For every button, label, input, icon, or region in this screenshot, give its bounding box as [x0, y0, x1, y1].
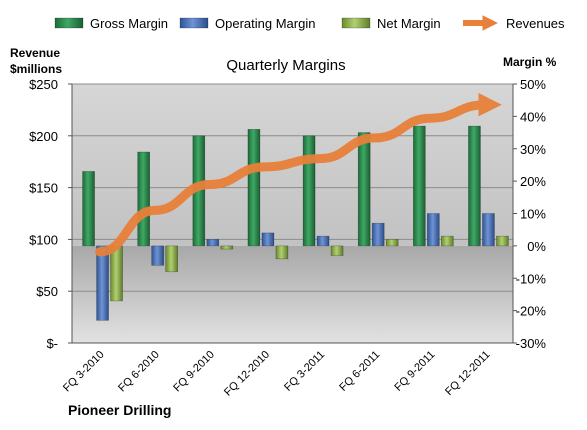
bar-operating-margin: [261, 232, 275, 247]
right-tick-label: -30%: [516, 336, 547, 351]
category-label: FQ 12-2011: [443, 349, 492, 398]
right-tick-label: 30%: [520, 142, 546, 157]
legend-operating-margin-label: Operating Margin: [215, 16, 315, 31]
bar-operating-margin: [371, 222, 385, 247]
left-axis-title-line2: $millions: [10, 62, 62, 76]
bar-net-margin: [165, 245, 178, 273]
bar-net-margin: [496, 235, 509, 247]
bar-gross-margin: [413, 125, 426, 247]
category-label: FQ 9-2010: [171, 349, 217, 395]
right-tick-label: 20%: [520, 174, 546, 189]
bar-gross-margin: [82, 171, 95, 247]
bar-net-margin: [385, 239, 399, 247]
bar-operating-margin: [316, 235, 330, 247]
bar-operating-margin: [96, 245, 109, 321]
category-label: FQ 6-2010: [116, 349, 162, 395]
revenues-line: [95, 93, 502, 257]
bar-net-margin: [110, 245, 123, 302]
bar-gross-margin: [247, 129, 261, 247]
left-tick-label: $100: [29, 232, 58, 247]
bar-operating-margin: [151, 245, 164, 266]
left-tick-label: $150: [29, 181, 58, 196]
right-tick-label: 10%: [520, 207, 546, 222]
category-label: FQ 6-2011: [337, 349, 382, 394]
bar-gross-margin: [137, 151, 150, 247]
left-tick-label: $250: [29, 77, 58, 92]
right-tick-label: 40%: [520, 109, 546, 124]
bar-net-margin: [275, 245, 289, 260]
right-tick-label: -20%: [516, 304, 547, 319]
category-label: FQ 3-2010: [61, 349, 107, 395]
bar-operating-margin: [427, 213, 440, 247]
chart-title: Quarterly Margins: [226, 57, 345, 74]
category-label: FQ 12-2010: [222, 349, 272, 399]
left-tick-label: $50: [36, 284, 58, 299]
legend-net-margin-swatch: [341, 17, 371, 29]
legend-net-margin-label: Net Margin: [377, 16, 441, 31]
bar-net-margin: [220, 245, 234, 250]
bar-gross-margin: [357, 132, 371, 247]
footer-label: Pioneer Drilling: [68, 402, 171, 418]
bar-net-margin: [330, 245, 344, 256]
left-axis-title-line1: Revenue: [10, 46, 60, 60]
bar-gross-margin: [302, 135, 316, 247]
bar-net-margin: [441, 235, 454, 247]
bar-operating-margin: [206, 239, 220, 247]
category-label: FQ 3-2011: [282, 349, 327, 394]
left-tick-label: $-: [46, 336, 58, 351]
bar-operating-margin: [482, 213, 495, 247]
right-tick-label: 0%: [527, 239, 546, 254]
bar-gross-margin: [468, 125, 481, 247]
right-axis-title: Margin %: [503, 55, 557, 69]
plot-area-lower: [72, 245, 513, 343]
right-tick-label: -10%: [516, 271, 547, 286]
left-tick-label: $200: [29, 129, 58, 144]
right-tick-label: 50%: [520, 77, 546, 92]
legend-gross-margin-swatch: [54, 17, 84, 29]
legend-revenues-label: Revenues: [506, 16, 565, 31]
category-label: FQ 9-2011: [392, 349, 437, 394]
legend-gross-margin-label: Gross Margin: [90, 16, 168, 31]
legend-operating-margin-swatch: [179, 17, 209, 29]
